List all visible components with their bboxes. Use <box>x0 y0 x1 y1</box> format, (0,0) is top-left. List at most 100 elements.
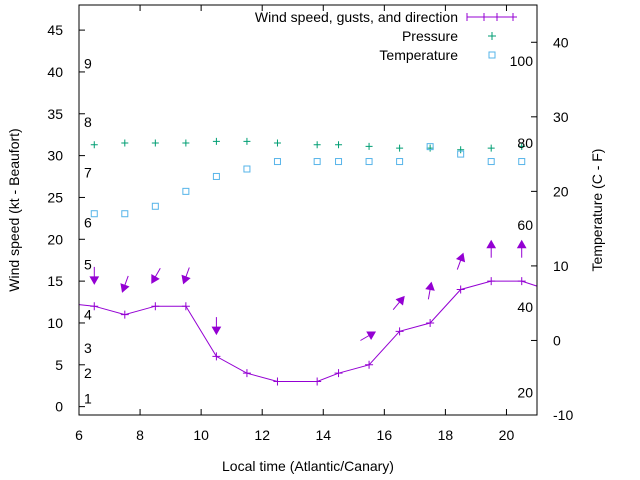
beaufort-label: 6 <box>84 215 92 231</box>
pressure-point <box>487 144 495 152</box>
wind-direction-arrow <box>120 275 130 293</box>
wind-speed-point <box>334 369 343 378</box>
pressure-point <box>243 137 251 145</box>
arrow-head <box>516 239 527 249</box>
wind-speed-point <box>313 377 322 386</box>
beaufort-label: 8 <box>84 114 92 130</box>
wind-speed-point <box>90 302 99 311</box>
wind-speed-point <box>456 285 465 294</box>
arrow-head <box>89 276 100 285</box>
chart-legend: Wind speed, gusts, and direction Pressure… <box>255 9 517 63</box>
wind-speed-point <box>120 310 129 319</box>
legend-label: Temperature <box>379 47 458 63</box>
beaufort-label: 4 <box>84 307 92 323</box>
temperature-point <box>518 158 526 166</box>
x-tick-label: 10 <box>193 427 209 443</box>
y2-axis-label: Temperature (C - F) <box>589 149 605 272</box>
temperature-point <box>396 158 404 166</box>
pressure-point <box>365 142 373 150</box>
chart-marks <box>78 137 538 386</box>
wind-speed-point <box>212 352 221 361</box>
wind-speed-point <box>517 277 526 286</box>
arrow-head <box>151 274 160 284</box>
wind-direction-arrow <box>392 295 405 310</box>
x-tick-label: 14 <box>315 427 331 443</box>
arrow-head <box>425 281 435 291</box>
wind-speed-point <box>181 302 190 311</box>
pressure-point <box>313 141 321 149</box>
temperature-point <box>90 210 98 218</box>
wind-speed-point <box>487 277 496 286</box>
y2-tick-label: 40 <box>553 34 569 50</box>
y-tick-label: 0 <box>55 399 63 415</box>
legend-marker-wind <box>493 13 501 21</box>
pressure-point <box>182 139 190 147</box>
x-tick-label: 6 <box>75 427 83 443</box>
wind-direction-arrow <box>181 267 191 285</box>
wind-direction-arrow <box>211 317 222 336</box>
wind-direction-arrow <box>425 281 435 300</box>
temperature-point <box>335 158 343 166</box>
legend-marker-temperature <box>488 51 496 59</box>
wind-speed-point <box>242 369 251 378</box>
wind-speed-point <box>395 327 404 336</box>
wind-direction-arrow <box>360 331 377 341</box>
temperature-point <box>151 202 159 210</box>
pressure-point <box>457 146 465 154</box>
legend-marker-pressure <box>488 32 496 40</box>
plot-frame <box>78 4 538 416</box>
y2-tick-label: 0 <box>553 332 561 348</box>
beaufort-label: 1 <box>84 390 92 406</box>
wind-direction-arrow <box>455 252 466 270</box>
temperature-point <box>365 158 373 166</box>
fahrenheit-label: 80 <box>517 135 533 151</box>
temperature-point <box>487 158 495 166</box>
y-tick-label: 30 <box>47 148 63 164</box>
chart-axes: 6 8 10 12 14 16 18 20051015202530354045-1001020… <box>47 5 573 443</box>
wind-direction-arrow <box>89 266 100 285</box>
y-axis-label: Wind speed (kt - Beaufort) <box>6 128 22 291</box>
y2-tick-label: 30 <box>553 109 569 125</box>
arrow-head <box>486 239 497 249</box>
arrow-head <box>120 283 130 293</box>
y-tick-label: 15 <box>47 273 63 289</box>
y-tick-label: 35 <box>47 106 63 122</box>
temperature-point <box>182 187 190 195</box>
wind-direction-arrow <box>516 239 527 258</box>
temperature-point <box>313 158 321 166</box>
wind-speed-line <box>78 280 538 382</box>
beaufort-label: 5 <box>84 256 92 272</box>
fahrenheit-label: 40 <box>517 299 533 315</box>
y-tick-label: 20 <box>47 231 63 247</box>
pressure-point <box>151 139 159 147</box>
x-tick-label: 18 <box>438 427 454 443</box>
beaufort-label: 3 <box>84 340 92 356</box>
pressure-point <box>335 141 343 149</box>
temperature-point <box>243 165 251 173</box>
y-tick-label: 40 <box>47 64 63 80</box>
temperature-point <box>426 143 434 151</box>
y2-tick-label: 20 <box>553 183 569 199</box>
fahrenheit-label: 20 <box>517 385 533 401</box>
y2-tick-label: -10 <box>553 407 573 423</box>
temperature-point <box>457 150 465 158</box>
y-tick-label: 5 <box>55 357 63 373</box>
temperature-point <box>212 172 220 180</box>
fahrenheit-label: 100 <box>510 53 534 69</box>
x-tick-label: 12 <box>254 427 270 443</box>
pressure-point <box>518 142 526 150</box>
wind-speed-point <box>365 360 374 369</box>
beaufort-label: 7 <box>84 164 92 180</box>
arrow-head <box>455 252 466 263</box>
x-tick-label: 16 <box>377 427 393 443</box>
wind-speed-point <box>151 302 160 311</box>
x-axis-label: Local time (Atlantic/Canary) <box>222 458 394 474</box>
arrow-head <box>211 326 222 336</box>
pressure-point <box>426 144 434 152</box>
x-tick-label: 20 <box>499 427 515 443</box>
pressure-point <box>90 141 98 149</box>
pressure-point <box>396 144 404 152</box>
pressure-point <box>273 139 281 147</box>
pressure-point <box>121 139 129 147</box>
